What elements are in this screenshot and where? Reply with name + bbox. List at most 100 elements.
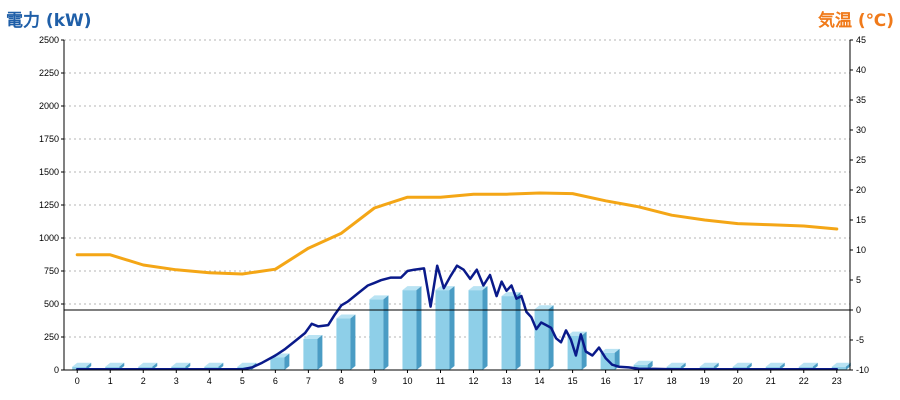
bar-top (699, 362, 719, 367)
bar (534, 305, 554, 370)
bar-top (171, 362, 191, 367)
bar-front (501, 296, 516, 370)
x-tick-label: 2 (141, 376, 146, 386)
right-tick-label: -10 (856, 365, 869, 375)
bar-side (416, 286, 422, 370)
bar-top (204, 362, 224, 367)
x-tick-label: 6 (273, 376, 278, 386)
x-tick-label: 3 (174, 376, 179, 386)
x-tick-label: 20 (733, 376, 743, 386)
left-tick-label: 1250 (39, 200, 59, 210)
x-tick-label: 11 (436, 376, 445, 386)
right-tick-label: 5 (856, 275, 861, 285)
right-tick-label: 10 (856, 245, 866, 255)
temperature-line (75, 191, 839, 276)
bar-top (105, 362, 125, 367)
x-tick-label: 13 (502, 376, 512, 386)
bar-top (600, 348, 620, 353)
x-tick-label: 1 (108, 376, 113, 386)
bar-front (402, 290, 417, 370)
left-tick-label: 500 (44, 299, 59, 309)
left-tick-label: 1000 (39, 233, 59, 243)
left-tick-label: 1750 (39, 134, 59, 144)
left-tick-label: 0 (54, 365, 59, 375)
bar-top (402, 286, 422, 291)
axes-layer (63, 40, 851, 371)
bar-top (336, 314, 356, 319)
x-tick-label: 19 (700, 376, 710, 386)
x-tick-label: 22 (799, 376, 809, 386)
left-tick-label: 250 (44, 332, 59, 342)
bar (501, 292, 521, 370)
grid-layer (64, 39, 850, 338)
x-tick-label: 0 (75, 376, 80, 386)
power-line (75, 264, 839, 371)
bar-front (468, 290, 483, 370)
x-tick-label: 8 (339, 376, 344, 386)
bars-layer (72, 286, 851, 370)
bar-top (633, 360, 653, 365)
bar (369, 295, 389, 370)
bar-top (138, 362, 158, 367)
bar-side (350, 314, 356, 370)
x-tick-label: 15 (568, 376, 578, 386)
x-tick-label: 4 (207, 376, 212, 386)
bar-top (468, 286, 488, 291)
bar-front (831, 366, 846, 370)
right-tick-label: 15 (856, 215, 866, 225)
left-tick-label: 2000 (39, 101, 59, 111)
bar-top (765, 362, 785, 367)
x-tick-label: 7 (306, 376, 311, 386)
left-tick-label: 2250 (39, 68, 59, 78)
bar-top (831, 362, 851, 367)
bar-front (534, 309, 549, 370)
bar-side (515, 292, 521, 370)
x-tick-label: 16 (601, 376, 611, 386)
ticks-layer: 02505007501000125015001750200022502500-1… (39, 35, 869, 386)
bar-front (303, 338, 318, 370)
bar (402, 286, 422, 370)
bar-top (72, 362, 92, 367)
x-tick-label: 21 (766, 376, 776, 386)
bar-top (237, 362, 257, 367)
bar-top (303, 334, 323, 339)
bar-side (317, 334, 323, 370)
bar-front (270, 357, 285, 370)
bar-front (435, 290, 450, 370)
bar-top (666, 362, 686, 367)
left-tick-label: 750 (44, 266, 59, 276)
bar (435, 286, 455, 370)
x-tick-label: 17 (634, 376, 644, 386)
bar (468, 286, 488, 370)
bar-side (284, 353, 290, 370)
x-tick-label: 12 (469, 376, 479, 386)
bar-side (482, 286, 488, 370)
x-tick-label: 23 (832, 376, 842, 386)
right-tick-label: 45 (856, 35, 866, 45)
left-tick-label: 1500 (39, 167, 59, 177)
right-tick-label: 20 (856, 185, 866, 195)
left-axis-title: 電力 (kW) (6, 11, 92, 31)
x-tick-label: 10 (402, 376, 412, 386)
lines-layer (75, 191, 839, 371)
bar-front (369, 299, 384, 370)
bar-top (534, 305, 554, 310)
bar-top (369, 295, 389, 300)
right-tick-label: 40 (856, 65, 866, 75)
x-tick-label: 9 (372, 376, 377, 386)
bar-top (798, 362, 818, 367)
right-tick-label: -5 (856, 335, 864, 345)
right-tick-label: 35 (856, 95, 866, 105)
bar-front (336, 318, 351, 370)
x-tick-label: 14 (535, 376, 545, 386)
right-tick-label: 0 (856, 305, 861, 315)
x-tick-label: 5 (240, 376, 245, 386)
right-axis-title: 気温 (℃) (817, 11, 894, 31)
right-tick-label: 30 (856, 125, 866, 135)
x-tick-label: 18 (667, 376, 677, 386)
left-tick-label: 2500 (39, 35, 59, 45)
right-tick-label: 25 (856, 155, 866, 165)
bar-side (548, 305, 554, 370)
bar-front (633, 364, 648, 370)
